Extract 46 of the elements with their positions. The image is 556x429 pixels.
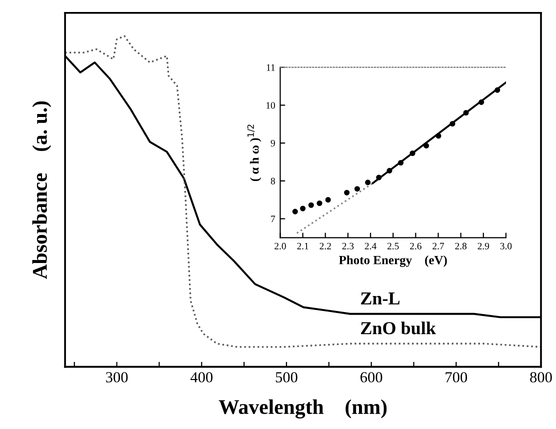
point: [376, 174, 382, 180]
y-tick-label: 9: [270, 140, 275, 147]
point: [450, 120, 456, 127]
point: [410, 150, 416, 156]
point: [365, 180, 371, 186]
y-tick-label: 10: [266, 102, 275, 109]
x-axis-title: Photo Energy (eV): [338, 256, 447, 267]
series-label: ZnO bulk: [360, 322, 436, 334]
x-tick-label: 2.0: [274, 242, 286, 250]
x-tick-label: 2.4: [364, 242, 376, 250]
y-axis-title: ( α h ω )$^{1/2}$: [247, 124, 262, 182]
x-tick-label: 2.6: [410, 242, 422, 250]
x-tick-label: 2.8: [455, 242, 467, 250]
point: [436, 133, 442, 139]
x-tick-label: 2.2: [320, 242, 331, 250]
x-tick-label: 500: [276, 372, 298, 382]
x-axis-title: Wavelength (nm): [218, 399, 387, 418]
point: [398, 160, 404, 166]
y-axis-title: Absorbance (a. u.): [32, 101, 52, 280]
x-tick-label: 700: [446, 372, 468, 382]
x-tick-label: 2.5: [387, 242, 399, 250]
series-label: Zn-L: [360, 292, 400, 304]
x-tick-label: 400: [190, 372, 213, 382]
point: [463, 110, 469, 116]
x-tick-label: 800: [530, 372, 552, 382]
x-tick-label: 600: [360, 372, 382, 382]
point: [344, 190, 350, 196]
point: [423, 142, 430, 148]
point: [300, 206, 306, 212]
x-tick-label: 2.9: [478, 242, 490, 250]
point: [494, 87, 500, 93]
x-tick-label: 300: [106, 372, 128, 382]
y-tick-label: 7: [271, 216, 276, 222]
x-tick-label: 2.1: [297, 242, 308, 250]
point: [292, 208, 298, 214]
point: [478, 99, 484, 105]
point: [386, 168, 392, 174]
point: [354, 186, 360, 192]
point: [308, 202, 314, 208]
x-tick-label: 2.3: [342, 242, 354, 250]
y-tick-label: 11: [266, 64, 275, 71]
point: [316, 200, 322, 206]
x-tick-label: 3.0: [500, 242, 512, 250]
y-tick-label: 8: [270, 178, 275, 184]
x-tick-label: 2.7: [432, 242, 444, 250]
point: [325, 197, 331, 203]
